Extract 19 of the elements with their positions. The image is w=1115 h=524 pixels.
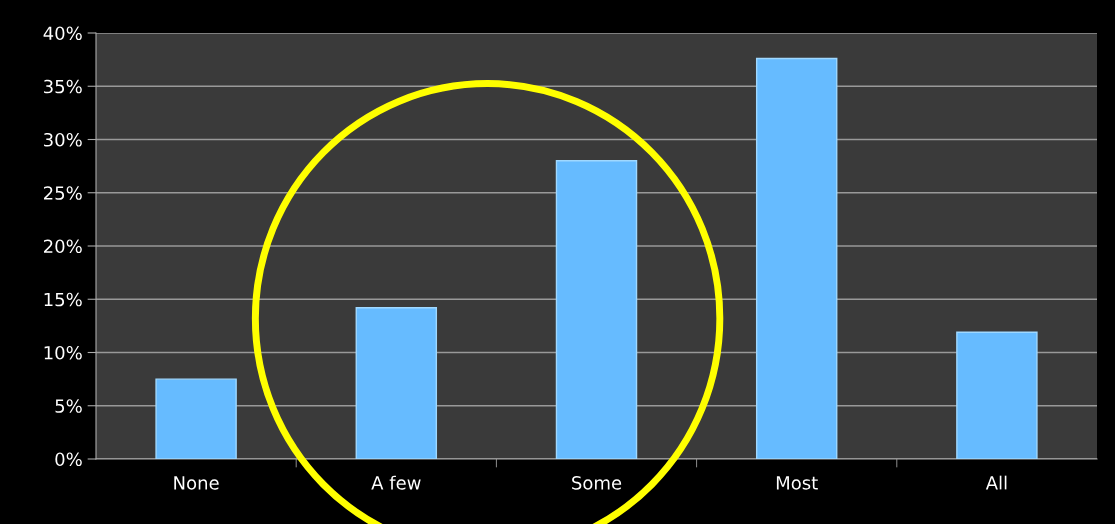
bar xyxy=(755,57,838,459)
y-tick-label: 0% xyxy=(55,452,82,467)
bar xyxy=(956,331,1038,459)
y-tick-label: 15% xyxy=(44,292,82,307)
x-tick-label: Some xyxy=(572,475,622,490)
y-tick-label: 40% xyxy=(43,26,82,41)
x-tick-label: None xyxy=(174,476,219,490)
bar xyxy=(355,307,438,459)
x-tick-label: A few xyxy=(371,475,421,490)
y-tick-label: 10% xyxy=(44,345,82,360)
y-tick-label: 25% xyxy=(44,186,82,200)
y-tick-label: 35% xyxy=(44,79,82,94)
x-tick-label: All xyxy=(985,475,1007,490)
y-tick-label: 20% xyxy=(44,239,82,254)
y-tick-label: 5% xyxy=(55,399,82,413)
bar xyxy=(555,160,638,459)
y-tick-label: 30% xyxy=(44,132,82,147)
x-tick-label: Most xyxy=(776,476,818,490)
bar xyxy=(155,378,237,459)
